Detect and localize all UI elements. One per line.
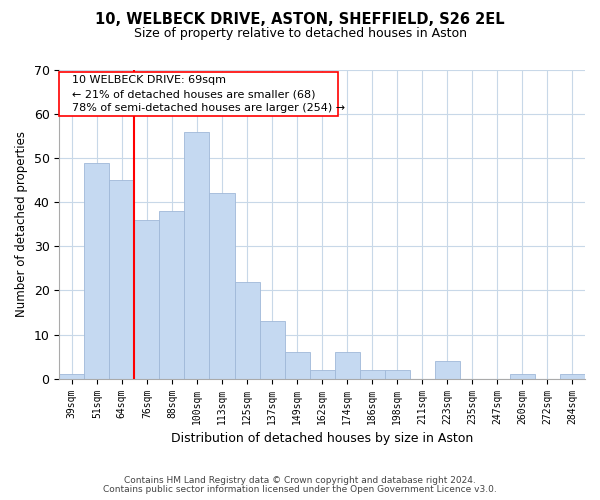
Bar	[184, 132, 209, 378]
Bar	[85, 162, 109, 378]
Text: Contains HM Land Registry data © Crown copyright and database right 2024.: Contains HM Land Registry data © Crown c…	[124, 476, 476, 485]
Bar	[59, 374, 85, 378]
Bar	[510, 374, 535, 378]
X-axis label: Distribution of detached houses by size in Aston: Distribution of detached houses by size …	[171, 432, 473, 445]
Bar	[560, 374, 585, 378]
Bar	[284, 352, 310, 378]
Bar	[235, 282, 260, 378]
Bar	[335, 352, 359, 378]
Bar	[359, 370, 385, 378]
Y-axis label: Number of detached properties: Number of detached properties	[15, 132, 28, 318]
Bar	[109, 180, 134, 378]
Text: 10 WELBECK DRIVE: 69sqm
← 21% of detached houses are smaller (68)
78% of semi-de: 10 WELBECK DRIVE: 69sqm ← 21% of detache…	[73, 74, 346, 114]
Bar	[435, 361, 460, 378]
FancyBboxPatch shape	[59, 72, 338, 117]
Bar	[385, 370, 410, 378]
Bar	[134, 220, 160, 378]
Bar	[310, 370, 335, 378]
Text: Contains public sector information licensed under the Open Government Licence v3: Contains public sector information licen…	[103, 485, 497, 494]
Bar	[260, 322, 284, 378]
Text: 10, WELBECK DRIVE, ASTON, SHEFFIELD, S26 2EL: 10, WELBECK DRIVE, ASTON, SHEFFIELD, S26…	[95, 12, 505, 28]
Text: Size of property relative to detached houses in Aston: Size of property relative to detached ho…	[133, 28, 467, 40]
Bar	[209, 194, 235, 378]
Bar	[160, 211, 184, 378]
